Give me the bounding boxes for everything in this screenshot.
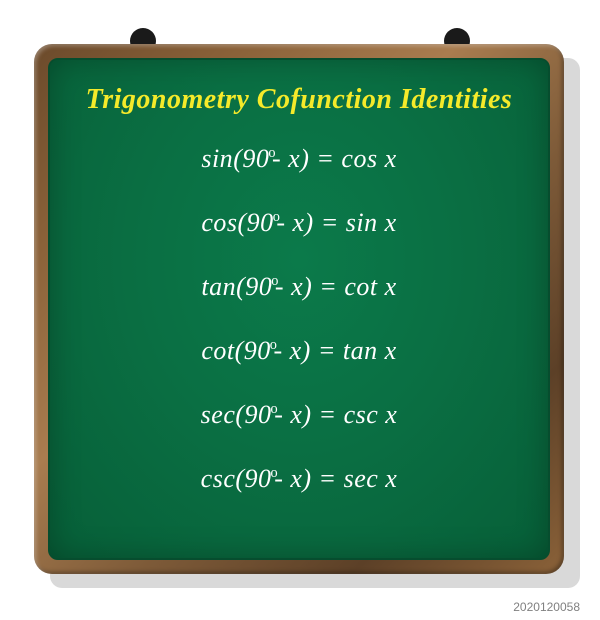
equals-sign: = <box>312 272 344 301</box>
arg-suffix: - x) <box>276 208 313 237</box>
arg-suffix: - x) <box>275 272 312 301</box>
func-right: cos <box>341 144 377 173</box>
func-left: csc <box>201 464 236 493</box>
identity-row: csc(90o- x) = sec x <box>201 464 398 494</box>
variable: x <box>378 272 397 301</box>
arg-prefix: (90 <box>235 464 271 493</box>
func-right: csc <box>344 400 379 429</box>
equals-sign: = <box>314 208 346 237</box>
watermark-text: 2020120058 <box>513 600 580 614</box>
variable: x <box>378 208 397 237</box>
identity-row: cos(90o- x) = sin x <box>201 208 396 238</box>
equals-sign: = <box>311 336 343 365</box>
arg-suffix: - x) <box>272 144 309 173</box>
arg-prefix: (90 <box>236 272 272 301</box>
variable: x <box>378 144 397 173</box>
arg-suffix: - x) <box>273 336 310 365</box>
equals-sign: = <box>309 144 341 173</box>
func-right: tan <box>343 336 378 365</box>
func-left: tan <box>201 272 236 301</box>
func-left: cot <box>201 336 234 365</box>
func-left: sec <box>201 400 236 429</box>
identity-row: sin(90o- x) = cos x <box>201 144 396 174</box>
func-left: sin <box>201 144 233 173</box>
arg-suffix: - x) <box>274 400 311 429</box>
variable: x <box>378 464 397 493</box>
variable: x <box>378 400 397 429</box>
func-right: sec <box>344 464 379 493</box>
identity-list: sin(90o- x) = cos x cos(90o- x) = sin x ta… <box>60 144 538 494</box>
arg-prefix: (90 <box>238 208 274 237</box>
func-right: sin <box>346 208 378 237</box>
equals-sign: = <box>312 464 344 493</box>
func-right: cot <box>344 272 377 301</box>
arg-suffix: - x) <box>274 464 311 493</box>
arg-prefix: (90 <box>235 400 271 429</box>
board-title: Trigonometry Cofunction Identities <box>86 84 513 116</box>
arg-prefix: (90 <box>235 336 271 365</box>
identity-row: cot(90o- x) = tan x <box>201 336 396 366</box>
chalkboard-frame: Trigonometry Cofunction Identities sin(9… <box>34 44 564 574</box>
variable: x <box>378 336 397 365</box>
equals-sign: = <box>312 400 344 429</box>
chalkboard-surface: Trigonometry Cofunction Identities sin(9… <box>48 58 550 560</box>
arg-prefix: (90 <box>233 144 269 173</box>
identity-row: tan(90o- x) = cot x <box>201 272 396 302</box>
func-left: cos <box>201 208 237 237</box>
identity-row: sec(90o- x) = csc x <box>201 400 398 430</box>
